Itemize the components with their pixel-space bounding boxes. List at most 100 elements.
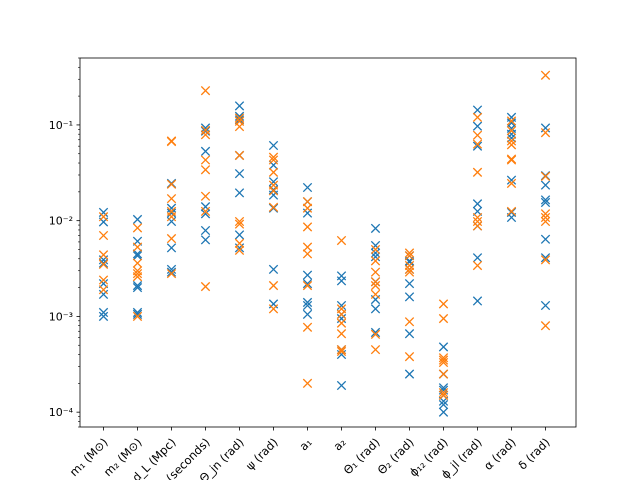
marker-series2-col7-pt3 (302, 222, 313, 232)
marker-series2-col4-pt2 (200, 125, 211, 135)
marker-series1-col14-pt7 (540, 253, 551, 263)
marker-series2-col12-pt2 (472, 130, 483, 140)
marker-series2-col3-pt6 (166, 212, 177, 222)
marker-series2-col13-pt8 (506, 206, 517, 217)
marker-series1-col4-pt6 (200, 225, 211, 236)
marker-series2-col7-pt6 (302, 280, 313, 291)
marker-series2-col9-pt7 (370, 329, 381, 339)
marker-series2-col5-pt3 (234, 121, 245, 132)
marker-series1-col9-pt8 (370, 327, 381, 338)
marker-series2-col10-pt2 (404, 251, 415, 261)
marker-series2-col5-pt4 (234, 150, 245, 161)
marker-series2-col3-pt7 (166, 233, 177, 244)
marker-series1-col8-pt3 (336, 300, 347, 311)
marker-series2-col10-pt3 (404, 260, 415, 271)
marker-series2-col8-pt3 (336, 309, 347, 320)
marker-series2-col4-pt4 (200, 155, 211, 165)
marker-series2-col6-pt6 (268, 202, 279, 212)
marker-series2-col10-pt1 (404, 248, 415, 258)
marker-series2-col12-pt5 (472, 212, 483, 223)
marker-series2-col1-pt5 (98, 275, 109, 285)
marker-series1-col12-pt4 (472, 199, 483, 209)
marker-series1-col2-pt6 (132, 282, 143, 293)
marker-series1-col14-pt5 (540, 197, 551, 208)
marker-series2-col13-pt6 (506, 155, 517, 165)
marker-series1-col10-pt5 (404, 278, 415, 289)
marker-series1-col8-pt8 (336, 380, 347, 391)
marker-series1-col13-pt6 (506, 175, 517, 185)
marker-series2-col3-pt4 (166, 193, 177, 204)
marker-series1-col8-pt5 (336, 313, 347, 324)
marker-series2-col5-pt8 (234, 245, 245, 255)
y-tick-label: 10⁻¹ (49, 119, 73, 132)
plot-area-frame (79, 57, 577, 428)
marker-series2-col7-pt1 (302, 196, 313, 207)
marker-series1-col5-pt7 (234, 230, 245, 240)
marker-series1-col7-pt5 (302, 278, 313, 289)
marker-series2-col11-pt8 (438, 390, 449, 400)
marker-series1-col2-pt1 (132, 214, 143, 225)
marker-series1-col13-pt5 (506, 133, 517, 143)
marker-series2-col10-pt5 (404, 267, 415, 277)
marker-series2-col4-pt1 (200, 85, 211, 96)
marker-series1-col1-pt7 (98, 307, 109, 318)
marker-series2-col9-pt3 (370, 267, 381, 277)
marker-series2-col10-pt6 (404, 317, 415, 327)
marker-series2-col4-pt8 (200, 281, 211, 292)
marker-series2-col7-pt5 (302, 249, 313, 259)
marker-series2-col14-pt6 (540, 216, 551, 227)
marker-series2-col3-pt8 (166, 268, 177, 279)
marker-series2-col1-pt1 (98, 212, 109, 222)
marker-series2-col9-pt8 (370, 344, 381, 355)
marker-series1-col7-pt7 (302, 300, 313, 311)
marker-series1-col2-pt7 (132, 307, 143, 318)
marker-series2-col8-pt7 (336, 346, 347, 357)
marker-series1-col14-pt3 (540, 180, 551, 190)
marker-series1-col1-pt4 (98, 258, 109, 268)
marker-series1-col12-pt1 (472, 105, 483, 115)
marker-series1-col10-pt8 (404, 369, 415, 379)
marker-series1-col14-pt4 (540, 195, 551, 205)
marker-series1-col13-pt4 (506, 129, 517, 139)
marker-series1-col2-pt8 (132, 309, 143, 320)
marker-series1-col3-pt6 (166, 267, 177, 277)
marker-series1-col6-pt7 (268, 264, 279, 275)
marker-series2-col14-pt7 (540, 255, 551, 265)
marker-series2-col5-pt5 (234, 216, 245, 227)
marker-series1-col5-pt3 (234, 115, 245, 125)
marker-series2-col13-pt7 (506, 178, 517, 189)
marker-series2-col10-pt7 (404, 351, 415, 362)
marker-series1-col11-pt7 (438, 399, 449, 410)
marker-series2-col6-pt8 (268, 304, 279, 314)
marker-series2-col3-pt2 (166, 136, 177, 147)
marker-series2-col3-pt3 (166, 179, 177, 189)
marker-series1-col10-pt7 (404, 329, 415, 339)
marker-series2-col9-pt1 (370, 244, 381, 255)
marker-series2-col4-pt6 (200, 191, 211, 201)
marker-series1-col7-pt6 (302, 297, 313, 308)
marker-series1-col9-pt2 (370, 240, 381, 251)
marker-series2-col7-pt4 (302, 242, 313, 252)
marker-series1-col12-pt3 (472, 141, 483, 151)
marker-series2-col6-pt5 (268, 186, 279, 196)
marker-series2-col14-pt1 (540, 70, 551, 80)
marker-series1-col5-pt1 (234, 101, 245, 111)
marker-series2-col12-pt3 (472, 139, 483, 149)
marker-series2-col6-pt3 (268, 167, 279, 177)
marker-series1-col11-pt8 (438, 407, 449, 417)
marker-series2-col4-pt5 (200, 165, 211, 175)
marker-series1-col12-pt7 (472, 253, 483, 263)
marker-series2-col1-pt4 (98, 259, 109, 269)
marker-series2-col2-pt1 (132, 223, 143, 233)
marker-series2-col11-pt1 (438, 299, 449, 309)
marker-series2-col5-pt7 (234, 238, 245, 248)
marker-series2-col9-pt6 (370, 289, 381, 300)
marker-series1-col14-pt8 (540, 300, 551, 311)
marker-series1-col3-pt5 (166, 264, 177, 275)
marker-series1-col6-pt1 (268, 140, 279, 151)
marker-series1-col12-pt2 (472, 121, 483, 131)
marker-series2-col13-pt1 (506, 116, 517, 126)
marker-series1-col5-pt8 (234, 243, 245, 253)
marker-series2-col1-pt6 (98, 285, 109, 295)
